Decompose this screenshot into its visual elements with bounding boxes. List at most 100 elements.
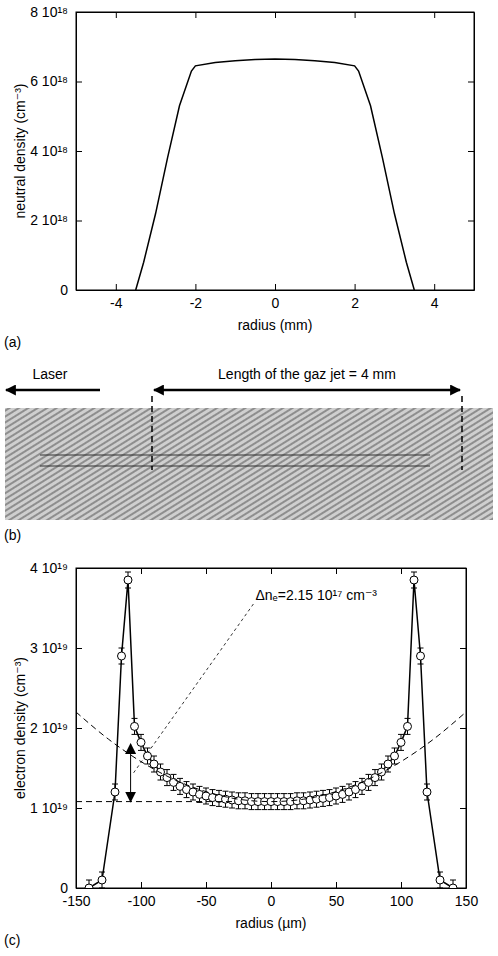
axis-line [474, 13, 475, 291]
annotation: Δnₑ=2.15 10¹⁷ cm⁻³ [255, 587, 377, 603]
data-point [423, 788, 431, 796]
error-bar-cap [112, 800, 118, 801]
data-point [150, 760, 158, 768]
tick-mark [76, 888, 82, 889]
tick-label: 4 10¹⁸ [30, 143, 68, 159]
jet-edge [461, 396, 463, 470]
tick-mark [275, 284, 276, 290]
tick-mark [355, 12, 356, 18]
error-bar-cap [268, 809, 274, 810]
error-bar-cap [177, 794, 183, 795]
axis-bottom: -150-100-50050100150 [62, 882, 478, 909]
tick: 4 [431, 284, 439, 311]
data-point [85, 884, 93, 888]
error-bar-cap [125, 572, 131, 573]
data-line [76, 712, 466, 802]
tick-mark [434, 12, 435, 18]
length-arrow [154, 389, 460, 392]
error-bar-cap [223, 807, 229, 808]
tick-label: 4 [431, 295, 439, 311]
error-bar-cap [99, 888, 105, 889]
interferogram [5, 408, 493, 520]
error-bar-cap [294, 808, 300, 809]
tick-label: 4 10¹⁹ [30, 560, 68, 576]
error-bar-cap [281, 809, 287, 810]
error-bar-cap [190, 784, 196, 785]
tick-mark [116, 284, 117, 290]
tick [468, 221, 474, 222]
texts: Δnₑ=2.15 10¹⁷ cm⁻³ [255, 587, 377, 603]
tick [116, 12, 117, 18]
error-bar [398, 734, 404, 750]
error-bar-cap [411, 588, 417, 589]
error-bar [353, 782, 359, 798]
tick: 100 [390, 882, 414, 909]
error-bar-cap [255, 809, 261, 810]
error-bar-cap [223, 791, 229, 792]
data-point [131, 722, 139, 730]
tick: 0 [60, 880, 82, 896]
tick-mark [275, 12, 276, 18]
tick [460, 648, 466, 649]
axis-line [466, 569, 467, 889]
tick-label: 2 10¹⁸ [30, 212, 68, 228]
tick-label: 2 [351, 295, 359, 311]
tick: 4 10¹⁹ [30, 560, 82, 576]
tick-label: -2 [190, 295, 203, 311]
panel: -150-100-5005010015001 10¹⁹2 10¹⁹3 10¹⁹4… [30, 560, 478, 909]
data-point [449, 884, 457, 888]
error-bar [327, 790, 333, 806]
error-bar-cap [294, 792, 300, 793]
error-bar-cap [255, 793, 261, 794]
error-bar-cap [158, 780, 164, 781]
error-bar [99, 872, 105, 888]
tick-mark [468, 290, 474, 291]
error-bar-cap [249, 809, 255, 810]
error-bar-cap [424, 784, 430, 785]
error-bar-cap [379, 780, 385, 781]
tick-mark [460, 808, 466, 809]
tick-mark [468, 151, 474, 152]
tick-label: 0 [272, 295, 280, 311]
panel: -4-202402 10¹⁸4 10¹⁸6 10¹⁸8 10¹⁸ [30, 4, 474, 311]
error-bar-cap [333, 804, 339, 805]
panel-label: (c) [4, 932, 20, 948]
tick [336, 568, 337, 574]
error-bar-cap [119, 664, 125, 665]
error-bar-cap [398, 750, 404, 751]
error-bar-cap [418, 664, 424, 665]
tick [460, 728, 466, 729]
error-bar-cap [216, 790, 222, 791]
tick-mark [468, 82, 474, 83]
error-bar-cap [314, 791, 320, 792]
plasma-channel [40, 466, 430, 467]
tick-mark [271, 882, 272, 888]
error-bar [112, 784, 118, 800]
tick [195, 12, 196, 18]
tick [468, 151, 474, 152]
axis-right [460, 569, 467, 889]
error-bar-cap [275, 793, 281, 794]
error-bar [418, 648, 424, 664]
tick-label: 50 [329, 893, 345, 909]
tick-mark [76, 82, 82, 83]
tick: 8 10¹⁸ [30, 4, 82, 20]
tick-mark [195, 12, 196, 18]
error-bar-cap [346, 800, 352, 801]
y-axis-title: neutral density (cm⁻³) [12, 84, 28, 219]
error-bar [392, 748, 398, 764]
axis-top [77, 12, 475, 18]
error-bar-cap [405, 718, 411, 719]
error-bar [145, 748, 151, 764]
tick: -100 [127, 882, 155, 909]
error-bar-cap [236, 792, 242, 793]
axis-line [77, 888, 467, 889]
tick-mark [76, 151, 82, 152]
data-line [136, 59, 415, 290]
axis-right [468, 13, 475, 291]
annotation: Length of the gaz jet = 4 mm [218, 366, 396, 382]
tick-mark [460, 568, 466, 569]
image-panel: LaserLength of the gaz jet = 4 mm(b) [4, 366, 493, 543]
plot-area [76, 572, 466, 888]
error-bar [138, 734, 144, 750]
